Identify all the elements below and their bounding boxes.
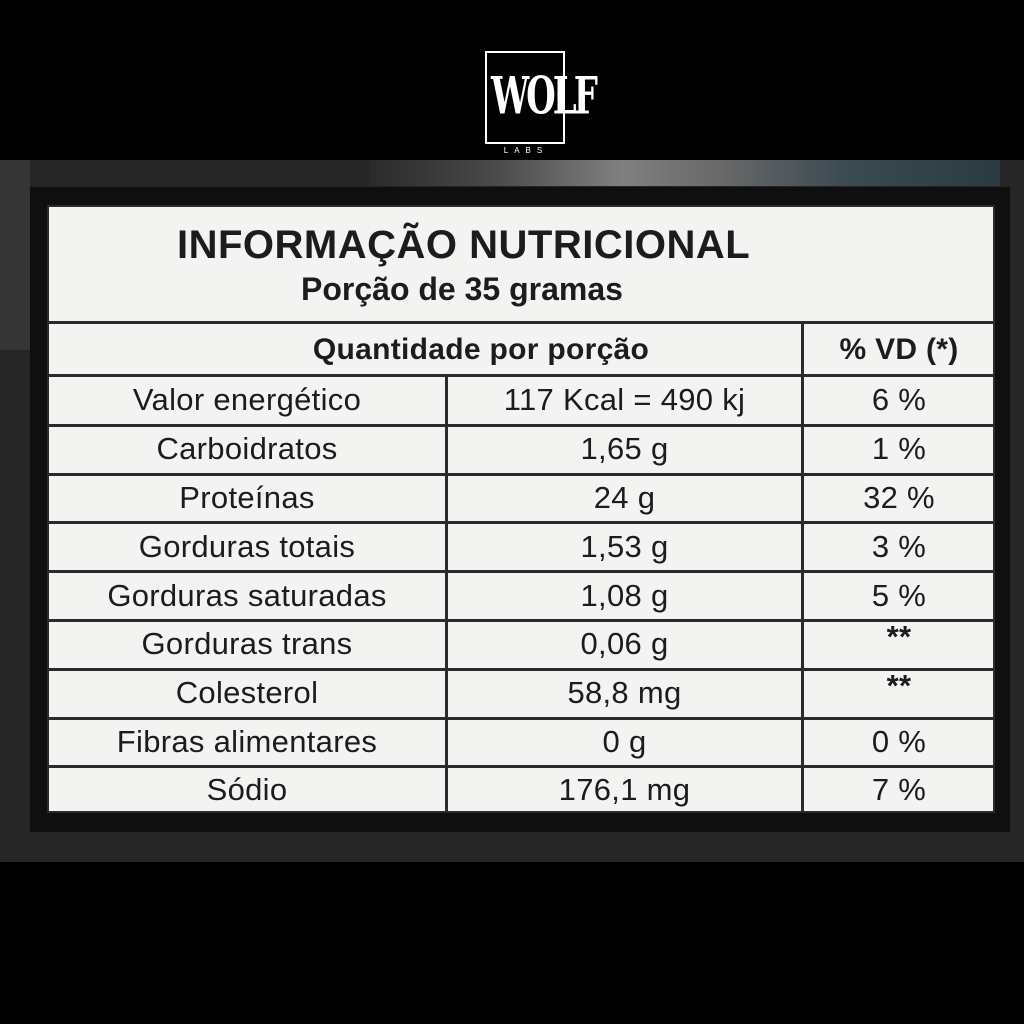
- row-name: Gorduras trans: [141, 626, 353, 661]
- wolf-labs-logo: WOLF LABS: [485, 48, 598, 160]
- divider-amount-column: [445, 374, 448, 813]
- divider-row-6: [49, 668, 993, 671]
- divider-row-2: [49, 473, 993, 476]
- row-daily-value: 5 %: [871, 578, 927, 613]
- row-name: Proteínas: [179, 480, 315, 515]
- row-name: Gorduras totais: [138, 529, 356, 564]
- row-amount: 1,08 g: [580, 578, 669, 613]
- divider-row-1: [49, 424, 993, 427]
- row-name: Colesterol: [175, 675, 319, 710]
- row-daily-value: 1 %: [871, 431, 927, 466]
- row-amount: 58,8 mg: [567, 675, 682, 710]
- row-name: Gorduras saturadas: [107, 578, 387, 613]
- row-name: Sódio: [206, 772, 288, 807]
- row-amount: 1,65 g: [580, 431, 669, 466]
- divider-row-8: [49, 765, 993, 768]
- row-daily-value: **: [886, 619, 912, 654]
- logo-wordmark: WOLF: [491, 67, 598, 127]
- divider-row-4: [49, 570, 993, 573]
- label-serving-size: Porção de 35 gramas: [301, 271, 623, 307]
- label-title: INFORMAÇÃO NUTRICIONAL: [177, 223, 751, 267]
- row-name: Fibras alimentares: [116, 724, 378, 759]
- logo-frame: WOLF: [485, 51, 598, 144]
- row-name: Carboidratos: [156, 431, 338, 466]
- photo-left-edge: [0, 160, 30, 350]
- divider-title: [49, 321, 993, 324]
- row-amount: 0,06 g: [580, 626, 669, 661]
- header-daily-value: % VD (*): [839, 333, 959, 366]
- row-daily-value: 7 %: [871, 772, 927, 807]
- divider-header: [49, 374, 993, 377]
- logo-subtitle: LABS: [503, 146, 549, 155]
- row-daily-value: 0 %: [871, 724, 927, 759]
- photo-top-strip: [370, 160, 1000, 186]
- divider-vd-column: [801, 321, 804, 813]
- row-amount: 1,53 g: [580, 529, 669, 564]
- row-amount: 0 g: [602, 724, 647, 759]
- row-amount: 117 Kcal = 490 kj: [503, 382, 746, 417]
- row-amount: 176,1 mg: [558, 772, 691, 807]
- header-quantity: Quantidade por porção: [312, 333, 650, 366]
- row-amount: 24 g: [593, 480, 656, 515]
- row-daily-value: 3 %: [871, 529, 927, 564]
- divider-row-7: [49, 717, 993, 720]
- divider-row-3: [49, 521, 993, 524]
- row-daily-value: 6 %: [871, 382, 927, 417]
- divider-row-5: [49, 619, 993, 622]
- row-name: Valor energético: [132, 382, 362, 417]
- nutrition-facts-label: INFORMAÇÃO NUTRICIONAL Porção de 35 gram…: [47, 205, 995, 813]
- row-daily-value: **: [886, 668, 912, 703]
- row-daily-value: 32 %: [863, 480, 935, 515]
